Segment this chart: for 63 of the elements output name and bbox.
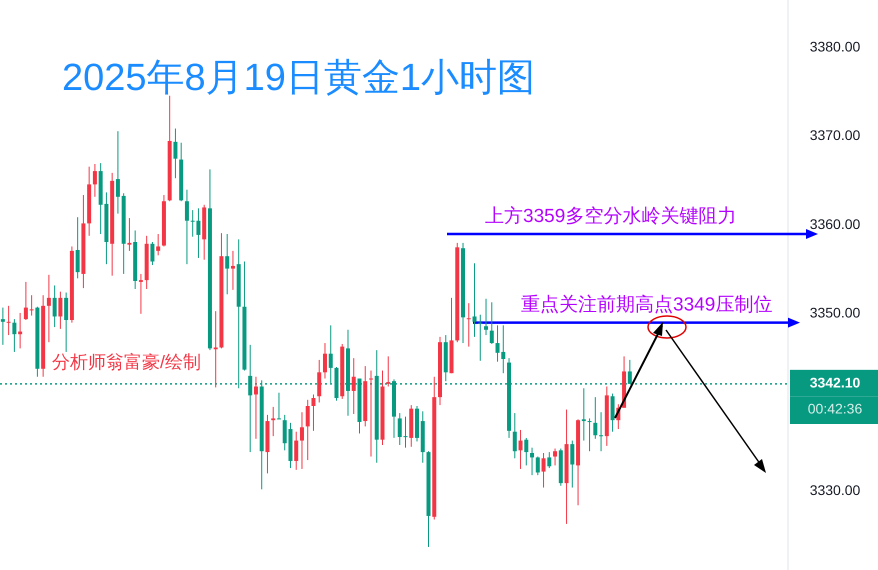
- candlestick: [524, 437, 528, 466]
- candlestick: [588, 418, 592, 452]
- candlestick: [501, 324, 506, 374]
- candlestick: [317, 359, 322, 403]
- candlestick: [512, 412, 517, 459]
- candlestick: [466, 302, 471, 348]
- candlestick: [496, 324, 500, 362]
- candlestick: [52, 284, 57, 328]
- candlestick: [12, 318, 16, 352]
- candlestick: [92, 163, 97, 198]
- candlestick: [490, 302, 494, 344]
- candlestick: [64, 292, 68, 352]
- candlestick: [282, 414, 287, 451]
- candlestick: [300, 412, 304, 470]
- candlestick: [184, 189, 189, 265]
- candlestick: [46, 274, 51, 343]
- candlestick: [196, 208, 200, 258]
- candlestick: [386, 356, 390, 387]
- candlestick: [6, 305, 11, 336]
- y-tick-label: 3360.00: [810, 216, 861, 232]
- candlestick: [276, 392, 281, 420]
- y-tick-label: 3380.00: [810, 38, 861, 55]
- candlestick: [322, 342, 327, 380]
- ref-line-label: 上方3359多空分水岭关键阻力: [485, 205, 736, 228]
- candlestick: [593, 396, 598, 440]
- candlestick: [214, 310, 218, 388]
- candlestick: [530, 447, 534, 476]
- y-tick-label: 3370.00: [810, 127, 861, 144]
- candlestick: [18, 312, 22, 349]
- candlestick: [472, 262, 477, 338]
- candlestick: [173, 128, 178, 179]
- ref-line-label: 重点关注前期高点3349压制位: [521, 294, 772, 316]
- candlestick: [536, 456, 540, 476]
- candlestick: [76, 216, 80, 279]
- candlestick: [311, 394, 316, 432]
- candlestick: [0, 307, 5, 346]
- candlestick: [570, 440, 574, 488]
- text: 2025年8月19日黄金1小时图: [62, 57, 536, 99]
- y-tick-label: 3330.00: [810, 482, 861, 498]
- candlestick: [484, 298, 488, 336]
- candlestick: [150, 242, 154, 266]
- candlestick: [553, 448, 558, 466]
- candlestick: [58, 291, 62, 330]
- candlestick: [368, 370, 373, 458]
- candlestick: [306, 399, 310, 461]
- candlestick: [138, 273, 143, 314]
- candlestick: [518, 429, 523, 470]
- candlestick: [547, 452, 552, 469]
- candlestick: [352, 358, 356, 414]
- candlestick: [190, 210, 195, 238]
- candlestick: [610, 393, 615, 432]
- candlestick: [254, 376, 258, 440]
- ref-line-label: 3342.10: [810, 374, 861, 391]
- annotation: 分析师翁富豪/绘制: [52, 352, 202, 372]
- candlestick: [230, 250, 235, 290]
- candlestick: [156, 234, 160, 256]
- candlestick: [225, 234, 230, 295]
- candlestick: [478, 314, 482, 362]
- text: 00:42:36: [808, 400, 862, 417]
- candlestick: [294, 431, 298, 470]
- candlestick: [542, 452, 546, 488]
- candlestick: [599, 412, 604, 452]
- y-tick-label: 3350.00: [810, 304, 861, 321]
